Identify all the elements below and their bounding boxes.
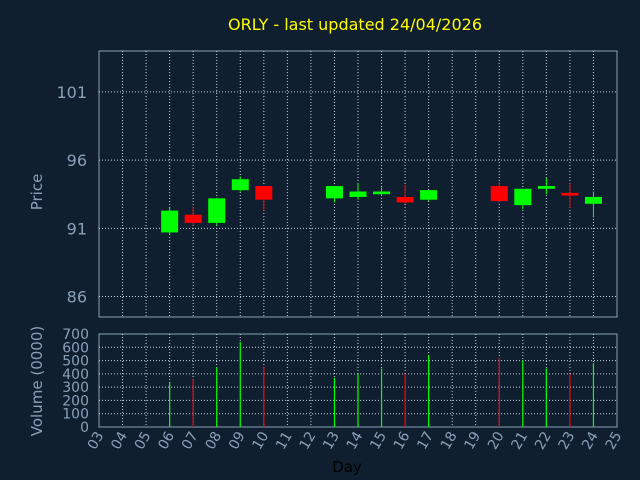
candle-body xyxy=(561,192,579,196)
price-tick-label: 86 xyxy=(67,288,87,307)
candle-body xyxy=(184,214,202,223)
x-tick-label: 17 xyxy=(414,429,437,452)
x-axis-label: Day xyxy=(332,458,362,476)
x-tick-label: 12 xyxy=(297,429,320,452)
x-tick-label: 24 xyxy=(579,429,602,453)
candle-body xyxy=(584,196,602,204)
x-tick-label: 04 xyxy=(108,429,131,453)
volume-axis-label: Volume (0000) xyxy=(28,326,46,436)
volume-tick-label: 600 xyxy=(62,340,89,356)
candle-body xyxy=(490,186,508,202)
candle-body xyxy=(325,186,343,199)
price-axis-label: Price xyxy=(28,174,46,211)
price-tick-label: 101 xyxy=(56,83,87,102)
candle-body xyxy=(255,186,273,200)
x-tick-label: 14 xyxy=(344,429,367,453)
x-tick-label: 10 xyxy=(250,429,273,452)
volume-tick-label: 400 xyxy=(62,367,89,383)
x-tick-label: 11 xyxy=(273,429,296,452)
volume-tick-label: 300 xyxy=(62,380,89,396)
candle-body xyxy=(208,198,226,223)
candle-body xyxy=(161,210,179,233)
price-tick-label: 96 xyxy=(67,151,87,170)
price-tick-label: 91 xyxy=(67,219,87,238)
candle-body xyxy=(514,188,532,206)
x-tick-label: 22 xyxy=(532,429,555,452)
x-tick-label: 19 xyxy=(461,429,484,452)
price-panel: 86 91 96 101 xyxy=(56,50,618,318)
x-tick-label: 16 xyxy=(391,429,414,453)
x-tick-label: 25 xyxy=(603,429,626,452)
volume-tick-label: 500 xyxy=(62,354,89,370)
candle-body xyxy=(420,190,438,200)
x-tick-label: 15 xyxy=(367,429,390,452)
x-tick-label: 09 xyxy=(226,429,249,452)
x-tick-label: 23 xyxy=(556,429,579,452)
x-tick-label: 13 xyxy=(320,429,343,452)
candle-body xyxy=(349,191,367,197)
x-tick-label: 20 xyxy=(485,429,508,452)
volume-tick-label: 200 xyxy=(62,393,89,409)
x-tick-label: 21 xyxy=(509,429,532,452)
x-tick-label: 05 xyxy=(132,429,155,452)
x-tick-label: 07 xyxy=(179,429,202,452)
x-tick-label: 18 xyxy=(438,429,461,452)
x-tick-label: 03 xyxy=(85,429,108,452)
x-tick-label: 06 xyxy=(155,429,178,453)
volume-tick-label: 0 xyxy=(80,420,89,436)
volume-tick-label: 100 xyxy=(62,407,89,423)
candle-body xyxy=(396,196,414,203)
candle-body xyxy=(537,186,555,189)
x-tick-label: 08 xyxy=(202,429,225,452)
volume-tick-label: 700 xyxy=(62,327,89,343)
chart-title: ORLY - last updated 24/04/2026 xyxy=(228,15,482,34)
candle-body xyxy=(373,191,391,195)
candle-body xyxy=(231,179,249,191)
